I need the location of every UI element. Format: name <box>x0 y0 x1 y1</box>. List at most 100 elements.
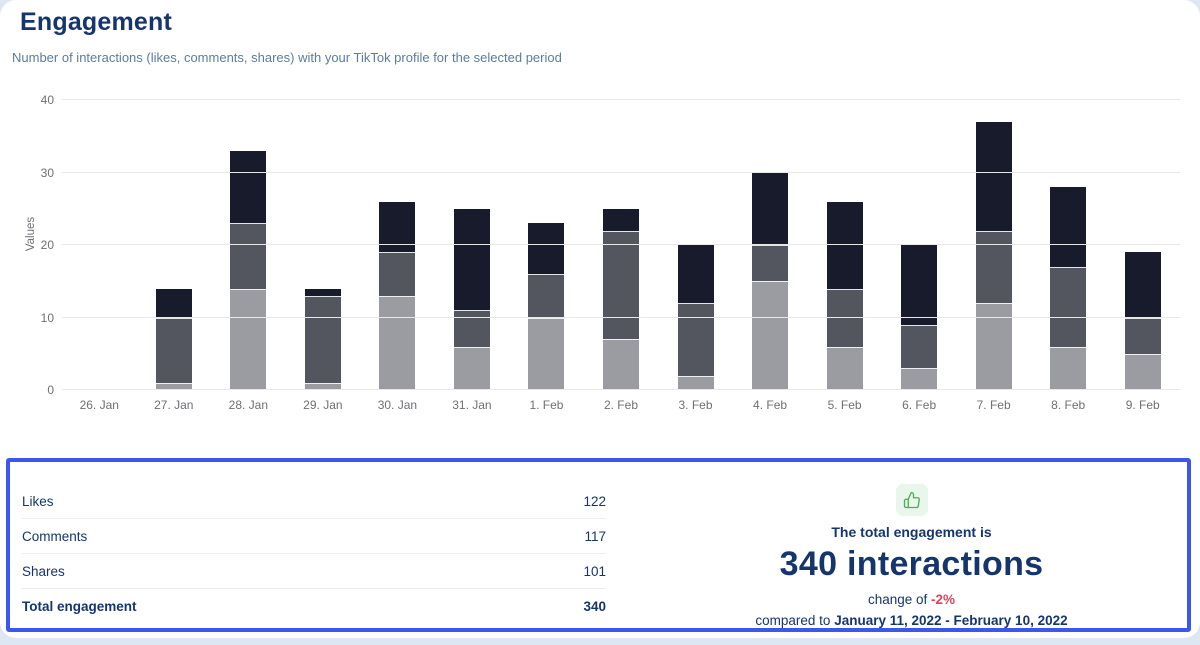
thumbs-up-icon <box>895 484 928 516</box>
bar-segment-comments[interactable] <box>752 245 789 282</box>
x-tick-label: 2. Feb <box>603 398 638 412</box>
bar-segment-likes[interactable] <box>677 245 714 303</box>
bar-segment-shares[interactable] <box>379 295 416 390</box>
y-tick-label-30: 30 <box>40 165 54 180</box>
bar-segment-likes[interactable] <box>826 201 863 289</box>
change-value: -2% <box>931 592 956 607</box>
stacked-bar[interactable] <box>602 208 639 390</box>
bar-segment-likes[interactable] <box>528 223 565 274</box>
x-tick-label: 7. Feb <box>976 398 1011 412</box>
bar-segment-shares[interactable] <box>826 346 863 390</box>
summary-table: Likes 122 Comments 117 Shares 101 Total engage… <box>10 462 606 628</box>
stacked-bar[interactable] <box>1124 252 1161 390</box>
bar-slot <box>509 100 584 390</box>
bar-segment-comments[interactable] <box>528 274 565 318</box>
x-tick-label: 8. Feb <box>1051 398 1086 412</box>
x-tick-label: 6. Feb <box>902 398 937 412</box>
x-tick-label: 29. Jan <box>303 398 343 412</box>
row-value: 101 <box>583 563 606 579</box>
bar-segment-comments[interactable] <box>155 317 192 383</box>
bar-segment-comments[interactable] <box>379 252 416 296</box>
plot-area: 0 10 20 30 40 <box>41 93 1180 397</box>
x-tick-label: 27. Jan <box>154 398 194 412</box>
bar-slot <box>1031 100 1106 390</box>
bar-slot <box>62 100 137 390</box>
bar-segment-comments[interactable] <box>975 230 1012 303</box>
x-axis-labels: 26. Jan 27. Jan 28. Jan 29. Jan 30. Jan 31. J… <box>62 398 1180 412</box>
header: Engagement Number of interactions (likes… <box>0 0 1200 65</box>
bar-segment-comments[interactable] <box>453 310 490 347</box>
bar-segment-comments[interactable] <box>826 288 863 347</box>
y-tick-label-40: 40 <box>40 93 54 107</box>
bar-slot <box>733 100 808 390</box>
total-interactions-value: 340 interactions <box>779 545 1044 583</box>
bar-segment-comments[interactable] <box>602 230 639 340</box>
bar-segment-shares[interactable] <box>528 317 565 390</box>
row-label: Shares <box>22 563 65 579</box>
bar-segment-shares[interactable] <box>901 368 938 390</box>
bar-segment-likes[interactable] <box>304 288 341 296</box>
bar-segment-shares[interactable] <box>975 303 1012 390</box>
stacked-bar[interactable] <box>230 150 267 390</box>
gridline-0 <box>62 389 1180 390</box>
row-value: 122 <box>583 493 606 509</box>
x-tick-label: 3. Feb <box>678 398 713 412</box>
bar-segment-likes[interactable] <box>155 288 192 318</box>
bar-segment-comments[interactable] <box>1124 317 1161 354</box>
table-row: Likes 122 <box>22 484 606 519</box>
y-tick-label-10: 10 <box>40 310 54 325</box>
bar-segment-shares[interactable] <box>155 382 192 390</box>
bar-segment-likes[interactable] <box>602 208 639 231</box>
change-prefix: change of <box>867 592 928 607</box>
bar-segment-shares[interactable] <box>304 382 341 390</box>
bar-segment-likes[interactable] <box>1124 252 1161 318</box>
stacked-bar[interactable] <box>1050 187 1087 390</box>
bar-segment-shares[interactable] <box>1124 353 1161 390</box>
bar-segment-shares[interactable] <box>453 346 490 390</box>
stacked-bar[interactable] <box>155 288 192 390</box>
table-row: Comments 117 <box>22 519 606 554</box>
bar-slot <box>584 100 659 390</box>
bar-segment-shares[interactable] <box>230 288 267 390</box>
bar-segment-shares[interactable] <box>752 281 789 390</box>
page-subtitle: Number of interactions (likes, comments,… <box>12 50 562 65</box>
bar-segment-comments[interactable] <box>304 295 341 383</box>
bar-segment-likes[interactable] <box>1050 187 1087 267</box>
stacked-bar[interactable] <box>304 288 341 390</box>
row-label: Total engagement <box>22 599 137 614</box>
bar-segment-likes[interactable] <box>230 150 267 224</box>
bar-slot <box>1105 100 1180 390</box>
bar-segment-likes[interactable] <box>379 201 416 253</box>
bar-segment-likes[interactable] <box>975 121 1012 231</box>
bar-segment-likes[interactable] <box>752 172 789 245</box>
gridline-20 <box>62 244 1180 245</box>
bar-segment-likes[interactable] <box>901 245 938 325</box>
bar-segment-likes[interactable] <box>453 208 490 311</box>
stacked-bar[interactable] <box>528 223 565 390</box>
x-tick-label: 5. Feb <box>827 398 862 412</box>
bar-segment-comments[interactable] <box>230 223 267 289</box>
stacked-bar[interactable] <box>677 245 714 390</box>
stacked-bar[interactable] <box>752 172 789 390</box>
x-tick-label: 31. Jan <box>452 398 492 412</box>
stacked-bar[interactable] <box>901 245 938 390</box>
bar-slot <box>211 100 286 390</box>
x-tick-label: 9. Feb <box>1125 398 1160 412</box>
bar-segment-shares[interactable] <box>602 339 639 390</box>
stacked-bar[interactable] <box>975 121 1012 390</box>
bar-slot <box>807 100 882 390</box>
x-tick-label: 4. Feb <box>753 398 788 412</box>
bar-segment-shares[interactable] <box>677 375 714 390</box>
bar-segment-comments[interactable] <box>677 303 714 376</box>
stacked-bar[interactable] <box>453 208 490 390</box>
bar-slot <box>137 100 212 390</box>
bar-segment-comments[interactable] <box>1050 266 1087 347</box>
stacked-bar[interactable] <box>826 201 863 390</box>
bar-slot <box>360 100 435 390</box>
stacked-bar[interactable] <box>379 201 416 390</box>
bar-segment-shares[interactable] <box>1050 346 1087 390</box>
gridline-40 <box>62 99 1180 100</box>
row-label: Likes <box>22 493 54 509</box>
bar-slot <box>658 100 733 390</box>
bar-segment-comments[interactable] <box>901 324 938 369</box>
